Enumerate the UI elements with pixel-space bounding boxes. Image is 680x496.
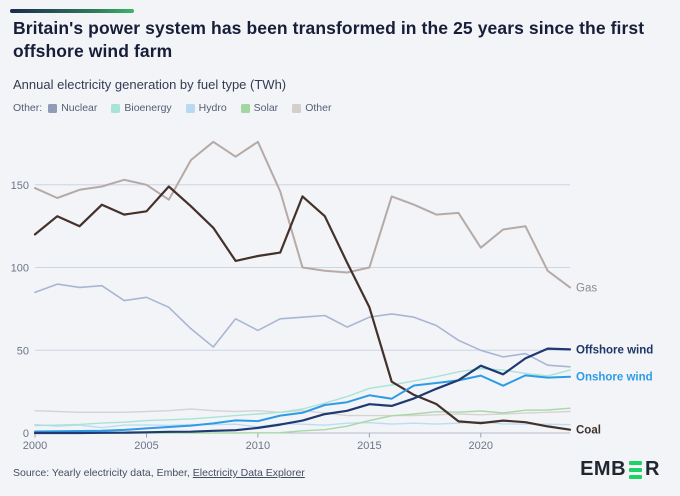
x-tick-label-2015: 2015 (357, 440, 381, 452)
legend-label: Hydro (198, 102, 227, 114)
series-line-gas (34, 140, 571, 289)
x-tick-label-2010: 2010 (246, 440, 270, 452)
y-tick-label-50: 50 (17, 345, 29, 357)
legend-prefix: Other: (13, 102, 43, 114)
series-line-bioenergy (34, 367, 571, 427)
legend-item-bioenergy: Bioenergy (111, 102, 172, 114)
series-line-onshore_wind (34, 374, 571, 433)
series-label-coal: Coal (576, 425, 601, 437)
legend-label: Solar (253, 102, 279, 114)
source-prefix: Source: Yearly electricity data, Ember, (13, 467, 193, 479)
legend: Other: Nuclear Bioenergy Hydro Solar Other (13, 102, 331, 114)
source-link[interactable]: Electricity Data Explorer (192, 467, 305, 479)
legend-item-hydro: Hydro (185, 102, 227, 114)
chart-subtitle: Annual electricity generation by fuel ty… (13, 77, 287, 92)
x-tick-label-2020: 2020 (469, 440, 493, 452)
y-tick-label-100: 100 (11, 263, 29, 275)
series-line-offshore_wind (33, 347, 572, 435)
series-line-hydro (34, 421, 571, 429)
series-line-nuclear (34, 283, 571, 368)
y-tick-label-150: 150 (11, 180, 29, 192)
legend-label: Bioenergy (124, 102, 172, 114)
legend-swatch-bioenergy (111, 103, 121, 113)
legend-item-nuclear: Nuclear (48, 102, 97, 114)
x-tick-label-2005: 2005 (134, 440, 158, 452)
page-title: Britain's power system has been transfor… (13, 18, 645, 62)
legend-label: Nuclear (61, 102, 98, 114)
ember-logo-text-right: R (645, 458, 660, 480)
series-label-gas: Gas (576, 282, 597, 294)
legend-swatch-hydro (185, 103, 195, 113)
legend-items: Nuclear Bioenergy Hydro Solar Other (48, 102, 331, 114)
y-tick-label-0: 0 (23, 428, 29, 440)
legend-swatch-other (292, 103, 302, 113)
legend-item-other: Other (292, 102, 331, 114)
series-line-other (34, 408, 571, 417)
legend-label: Other (305, 102, 332, 114)
x-tick-label-2000: 2000 (23, 440, 47, 452)
header-accent-bar (10, 9, 134, 13)
series-line-coal (33, 185, 572, 431)
legend-swatch-nuclear (48, 103, 58, 113)
series-label-onshore_wind: Onshore wind (576, 372, 653, 384)
ember-logo: EMB R (580, 458, 660, 481)
series-label-offshore_wind: Offshore wind (576, 344, 653, 356)
legend-item-solar: Solar (240, 102, 279, 114)
ember-logo-text-left: EMB (580, 458, 627, 480)
ember-logo-e-icon (629, 460, 643, 479)
source-text: Source: Yearly electricity data, Ember, … (13, 467, 305, 479)
legend-swatch-solar (240, 103, 250, 113)
